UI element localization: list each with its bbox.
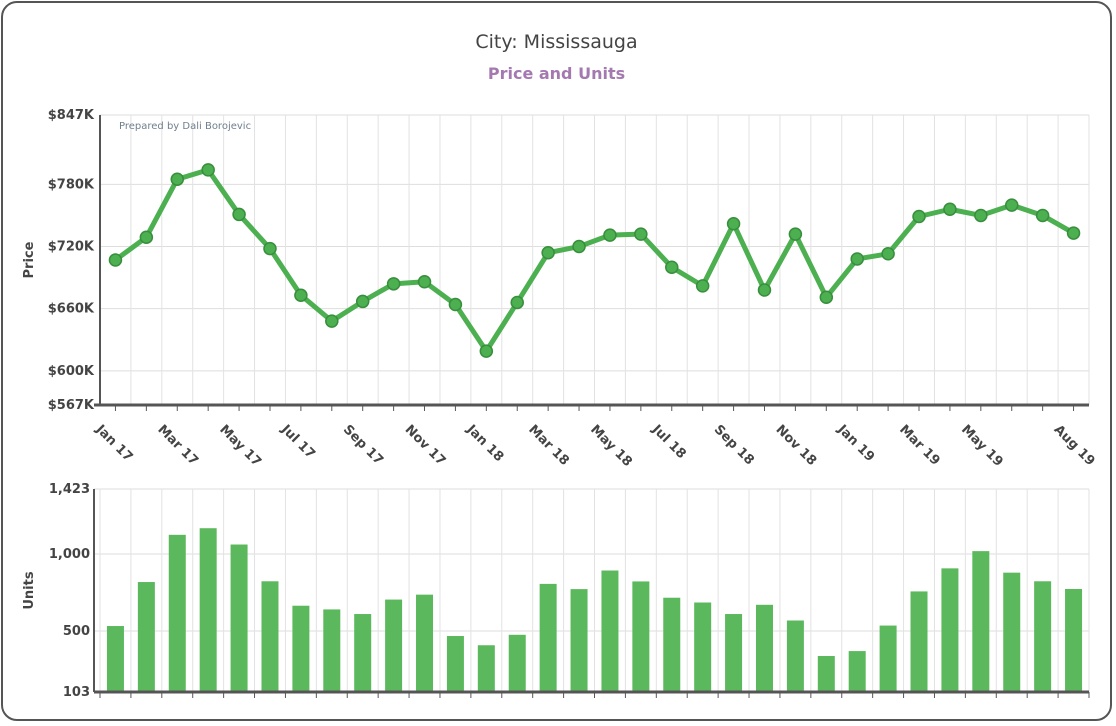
units-bar bbox=[817, 656, 835, 692]
price-x-tick-label: Jan 17 bbox=[92, 422, 135, 465]
units-tick-label: 1,000 bbox=[49, 547, 90, 562]
price-data-point bbox=[819, 290, 834, 305]
price-x-tick-label: Jul 17 bbox=[277, 422, 317, 462]
units-bar bbox=[910, 591, 928, 692]
price-tick-label: $780K bbox=[48, 177, 95, 192]
price-data-point bbox=[850, 252, 864, 266]
units-bar bbox=[106, 626, 124, 692]
units-bar bbox=[632, 581, 650, 692]
price-x-tick-label: May 19 bbox=[958, 422, 1006, 470]
price-x-tick-label: May 18 bbox=[587, 422, 635, 470]
units-bar bbox=[755, 604, 773, 692]
price-tick-label: $567K bbox=[48, 398, 95, 413]
price-data-point bbox=[139, 230, 154, 244]
price-data-point bbox=[1035, 208, 1050, 223]
price-x-tick-label: Nov 18 bbox=[773, 422, 820, 469]
price-data-point bbox=[417, 275, 432, 289]
price-data-point bbox=[294, 288, 308, 302]
price-data-point bbox=[695, 279, 710, 293]
price-data-point bbox=[912, 209, 926, 224]
units-bar bbox=[137, 582, 155, 692]
units-bar bbox=[570, 589, 588, 692]
price-data-point bbox=[943, 202, 957, 216]
price-data-point bbox=[572, 239, 586, 254]
price-data-point bbox=[510, 295, 524, 310]
price-series-line bbox=[113, 167, 1075, 354]
price-x-tick-label: Sep 17 bbox=[340, 422, 386, 468]
units-bar bbox=[972, 551, 990, 692]
units-bar bbox=[168, 534, 186, 692]
units-bar bbox=[477, 645, 495, 692]
units-bar bbox=[879, 625, 897, 692]
price-data-point bbox=[541, 246, 555, 260]
price-data-point bbox=[757, 283, 772, 297]
price-data-point bbox=[881, 247, 895, 261]
price-axis-title: Price bbox=[22, 241, 37, 278]
units-bar bbox=[354, 614, 372, 692]
units-bar bbox=[1034, 581, 1052, 692]
units-bar bbox=[725, 614, 743, 692]
price-data-point bbox=[665, 260, 679, 274]
units-bar bbox=[416, 594, 434, 692]
price-tick-label: $847K bbox=[48, 108, 95, 123]
units-bar bbox=[601, 570, 619, 692]
units-bar bbox=[848, 651, 866, 692]
units-bar bbox=[508, 634, 526, 692]
price-data-point bbox=[479, 344, 494, 358]
price-data-point bbox=[108, 253, 123, 267]
units-bar bbox=[199, 528, 217, 692]
units-bar bbox=[292, 605, 310, 692]
units-bar bbox=[941, 568, 959, 692]
credit-text: Prepared by Dali Borojevic bbox=[119, 121, 251, 132]
price-data-point bbox=[201, 163, 215, 177]
price-data-point bbox=[232, 207, 246, 222]
units-bar bbox=[1065, 588, 1083, 692]
chart-title: City: Mississauga bbox=[475, 31, 638, 53]
units-tick-label: 1,423 bbox=[49, 482, 90, 497]
units-bar bbox=[261, 581, 279, 692]
price-x-tick-label: Mar 19 bbox=[896, 422, 942, 468]
units-bar bbox=[385, 599, 403, 692]
price-data-point bbox=[634, 227, 648, 241]
units-axis-title: Units bbox=[22, 571, 37, 609]
units-bar bbox=[1003, 572, 1021, 692]
price-data-point bbox=[263, 241, 277, 256]
units-tick-label: 500 bbox=[63, 624, 90, 639]
price-tick-label: $720K bbox=[48, 240, 95, 255]
price-x-tick-label: Nov 17 bbox=[402, 422, 449, 469]
price-tick-label: $660K bbox=[48, 302, 95, 317]
price-data-point bbox=[448, 297, 463, 312]
price-data-point bbox=[726, 217, 741, 231]
price-data-point bbox=[603, 228, 617, 242]
chart-subtitle: Price and Units bbox=[487, 64, 626, 83]
price-data-point bbox=[1066, 226, 1081, 240]
price-data-point bbox=[974, 208, 988, 223]
units-bar bbox=[663, 597, 681, 692]
price-x-tick-label: Jan 18 bbox=[463, 422, 506, 465]
price-tick-label: $600K bbox=[48, 364, 95, 379]
price-data-point bbox=[788, 227, 803, 241]
price-data-point bbox=[325, 314, 339, 328]
units-tick-label: 103 bbox=[63, 685, 90, 700]
units-bar bbox=[694, 602, 712, 692]
price-x-tick-label: Jan 19 bbox=[834, 422, 877, 465]
price-data-point bbox=[1004, 198, 1019, 212]
price-x-tick-label: Mar 18 bbox=[525, 422, 571, 468]
price-x-tick-label: May 17 bbox=[216, 422, 264, 470]
units-bar bbox=[230, 544, 248, 692]
units-bar bbox=[446, 636, 464, 692]
price-data-point bbox=[386, 277, 401, 291]
units-bar bbox=[786, 620, 804, 692]
price-x-tick-label: Jul 18 bbox=[648, 422, 688, 462]
price-x-tick-label: Mar 17 bbox=[154, 422, 200, 468]
price-data-point bbox=[355, 294, 370, 309]
price-data-point bbox=[170, 172, 185, 186]
price-x-tick-label: Sep 18 bbox=[711, 422, 757, 468]
price-x-tick-label: Aug 19 bbox=[1051, 422, 1098, 469]
units-bar bbox=[539, 583, 557, 692]
units-bar bbox=[323, 609, 341, 692]
